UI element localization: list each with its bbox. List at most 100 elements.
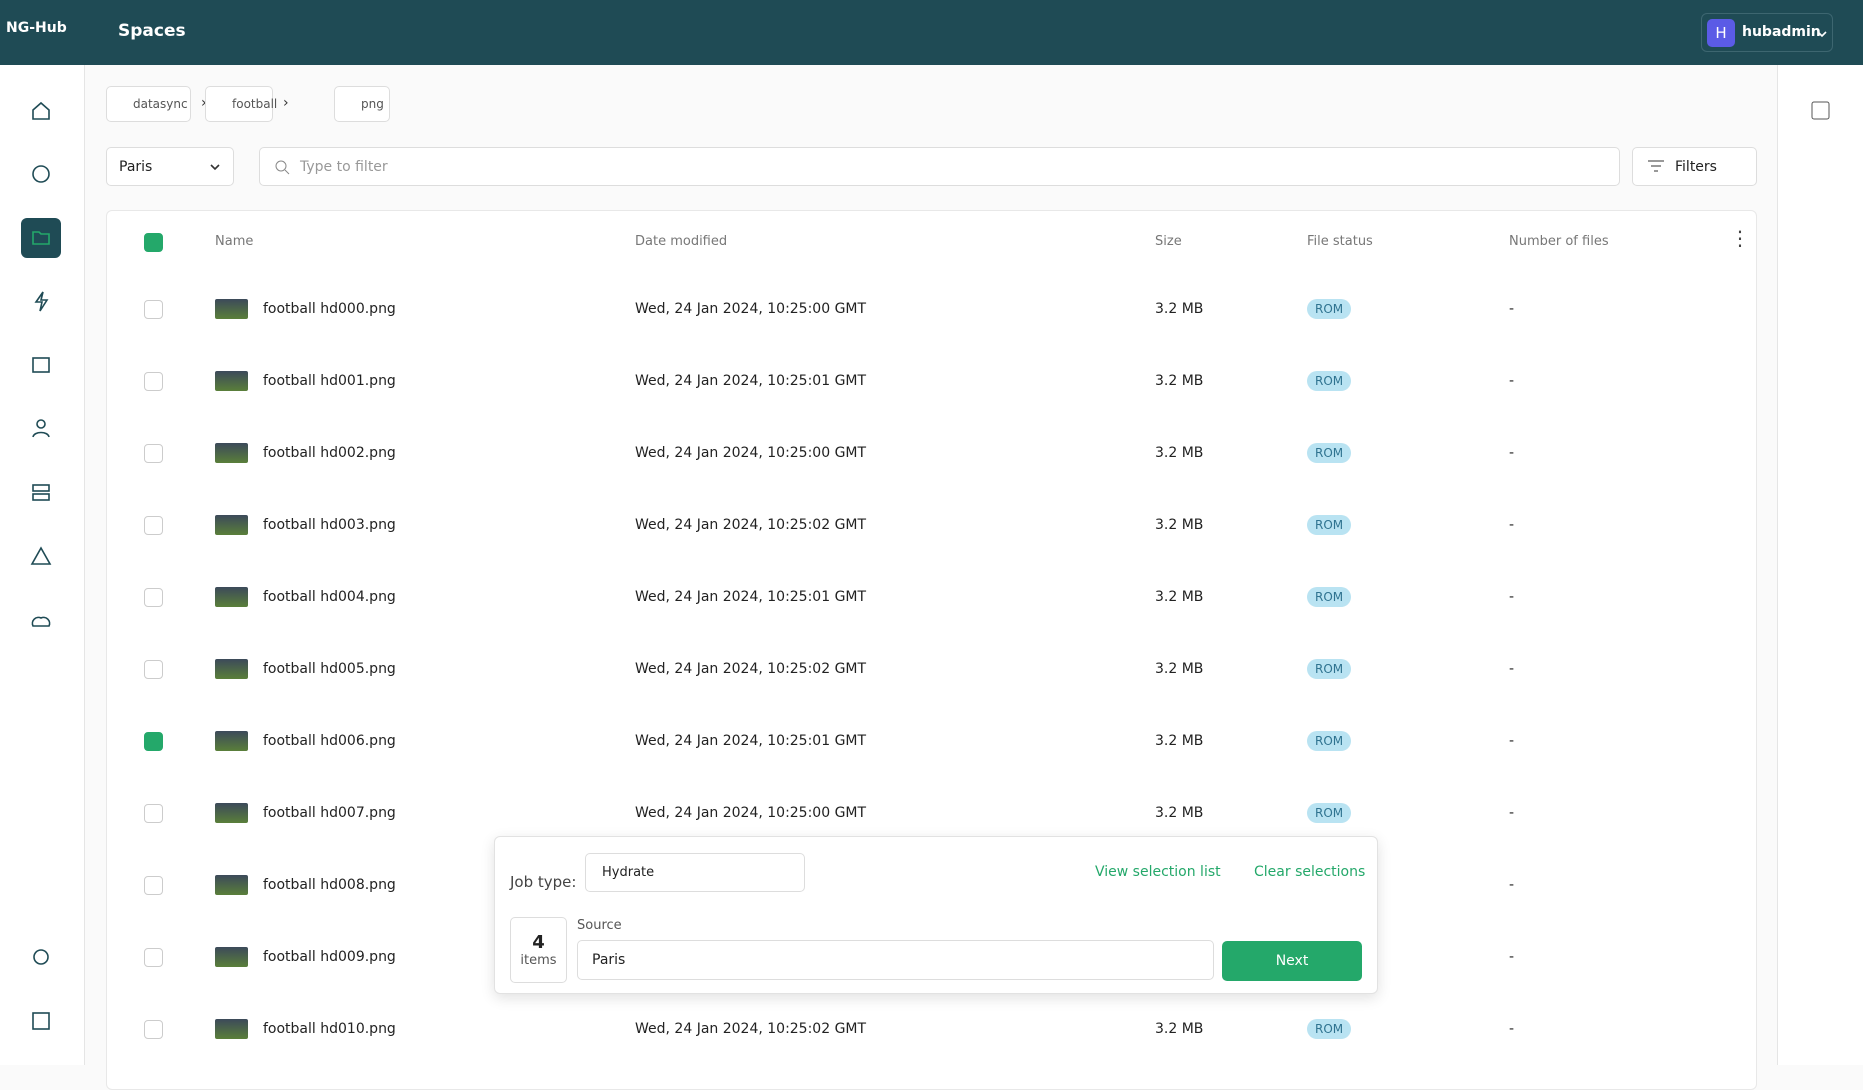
file-name[interactable]: football hd000.png xyxy=(263,301,396,317)
job-type-select[interactable]: Hydrate xyxy=(585,853,805,892)
breadcrumb-separator: › xyxy=(283,95,289,111)
file-status: ROM xyxy=(1307,443,1352,463)
selection-panel: Job type: Hydrate View selection list Cl… xyxy=(494,836,1378,994)
row-checkbox[interactable] xyxy=(144,444,163,463)
file-size: 3.2 MB xyxy=(1155,589,1204,605)
number-of-files: - xyxy=(1509,373,1515,389)
filters-icon xyxy=(1648,160,1664,172)
file-size: 3.2 MB xyxy=(1155,373,1204,389)
file-size: 3.2 MB xyxy=(1155,733,1204,749)
filter-placeholder: Type to filter xyxy=(300,158,388,175)
file-name[interactable]: football hd002.png xyxy=(263,445,396,461)
breadcrumb[interactable]: football xyxy=(205,86,277,122)
filter-input[interactable]: Type to filter xyxy=(259,147,1620,186)
row-checkbox[interactable] xyxy=(144,372,163,391)
number-of-files: - xyxy=(1509,517,1515,533)
user-menu[interactable]: H hubadmin xyxy=(1701,13,1833,52)
date-modified: Wed, 24 Jan 2024, 10:25:00 GMT xyxy=(635,805,867,821)
file-thumbnail xyxy=(215,803,248,823)
column-menu[interactable]: ⋮ xyxy=(1730,226,1750,250)
file-thumbnail xyxy=(215,659,248,679)
file-name[interactable]: football hd008.png xyxy=(263,877,396,893)
date-modified: Wed, 24 Jan 2024, 10:25:02 GMT xyxy=(635,517,867,533)
row-checkbox[interactable] xyxy=(144,732,163,751)
source: Paris xyxy=(592,952,626,968)
breadcrumb[interactable]: png xyxy=(334,86,390,122)
source-label: Source xyxy=(577,918,622,933)
view-selection-list[interactable]: View selection list xyxy=(1095,864,1221,880)
number-of-files: - xyxy=(1509,445,1515,461)
file-name[interactable]: football hd004.png xyxy=(263,589,396,605)
file-name[interactable]: football hd003.png xyxy=(263,517,396,533)
date-modified: Wed, 24 Jan 2024, 10:25:01 GMT xyxy=(635,373,867,389)
count-unit: items xyxy=(520,953,557,968)
location: Paris xyxy=(119,158,153,175)
file-size: 3.2 MB xyxy=(1155,517,1204,533)
file-name[interactable]: football hd010.png xyxy=(263,1021,396,1037)
column-header[interactable]: File status xyxy=(1307,234,1373,249)
date-modified: Wed, 24 Jan 2024, 10:25:00 GMT xyxy=(635,301,867,317)
file-name[interactable]: football hd006.png xyxy=(263,733,396,749)
job-type-label: Job type: xyxy=(510,873,577,891)
panel-toggle[interactable] xyxy=(1811,101,1831,121)
clear-selections[interactable]: Clear selections xyxy=(1254,864,1366,880)
row-checkbox[interactable] xyxy=(144,876,163,895)
date-modified: Wed, 24 Jan 2024, 10:25:00 GMT xyxy=(635,445,867,461)
page-title: Spaces xyxy=(118,21,186,41)
file-name[interactable]: football hd007.png xyxy=(263,805,396,821)
column-header[interactable]: Size xyxy=(1155,234,1182,249)
file-thumbnail xyxy=(215,1019,248,1039)
file-thumbnail xyxy=(215,587,248,607)
number-of-files: - xyxy=(1509,661,1515,677)
active-nav[interactable] xyxy=(21,218,61,258)
file-thumbnail xyxy=(215,443,248,463)
file-thumbnail xyxy=(215,299,248,319)
top-bar: NG-Hub Spaces H hubadmin xyxy=(0,0,1863,65)
search-icon xyxy=(275,160,290,175)
file-status: ROM xyxy=(1307,371,1352,391)
file-status: ROM xyxy=(1307,659,1352,679)
number-of-files: - xyxy=(1509,733,1515,749)
number-of-files: - xyxy=(1509,877,1515,893)
file-name[interactable]: football hd009.png xyxy=(263,949,396,965)
number-of-files: - xyxy=(1509,805,1515,821)
breadcrumb[interactable]: datasync xyxy=(106,86,191,122)
select-all-checkbox[interactable] xyxy=(144,233,163,252)
file-name[interactable]: football hd001.png xyxy=(263,373,396,389)
sidebar xyxy=(0,65,85,1065)
avatar: H xyxy=(1707,19,1735,47)
file-status: ROM xyxy=(1307,515,1352,535)
row-checkbox[interactable] xyxy=(144,660,163,679)
file-status: ROM xyxy=(1307,587,1352,607)
user-name: hubadmin xyxy=(1742,24,1821,40)
logo[interactable]: NG-Hub xyxy=(6,20,67,36)
row-checkbox[interactable] xyxy=(144,588,163,607)
breadcrumb-separator: › xyxy=(201,95,207,111)
location-select[interactable]: Paris xyxy=(106,147,234,186)
row-checkbox[interactable] xyxy=(144,516,163,535)
next-button[interactable]: Next xyxy=(1222,941,1362,981)
file-status: ROM xyxy=(1307,731,1352,751)
file-thumbnail xyxy=(215,947,248,967)
column-header[interactable]: Name xyxy=(215,234,254,249)
file-status: ROM xyxy=(1307,1019,1352,1039)
row-checkbox[interactable] xyxy=(144,948,163,967)
source-select[interactable]: Paris xyxy=(577,940,1214,980)
file-thumbnail xyxy=(215,731,248,751)
file-thumbnail xyxy=(215,371,248,391)
column-header[interactable]: Number of files xyxy=(1509,234,1609,249)
file-name[interactable]: football hd005.png xyxy=(263,661,396,677)
file-status: ROM xyxy=(1307,803,1352,823)
date-modified: Wed, 24 Jan 2024, 10:25:01 GMT xyxy=(635,733,867,749)
file-size: 3.2 MB xyxy=(1155,301,1204,317)
row-checkbox[interactable] xyxy=(144,1020,163,1039)
job-type: Hydrate xyxy=(602,865,655,880)
file-thumbnail xyxy=(215,515,248,535)
file-thumbnail xyxy=(215,875,248,895)
row-checkbox[interactable] xyxy=(144,300,163,319)
column-header[interactable]: Date modified xyxy=(635,234,728,249)
chevron xyxy=(1817,31,1827,38)
row-checkbox[interactable] xyxy=(144,804,163,823)
number-of-files: - xyxy=(1509,1021,1515,1037)
